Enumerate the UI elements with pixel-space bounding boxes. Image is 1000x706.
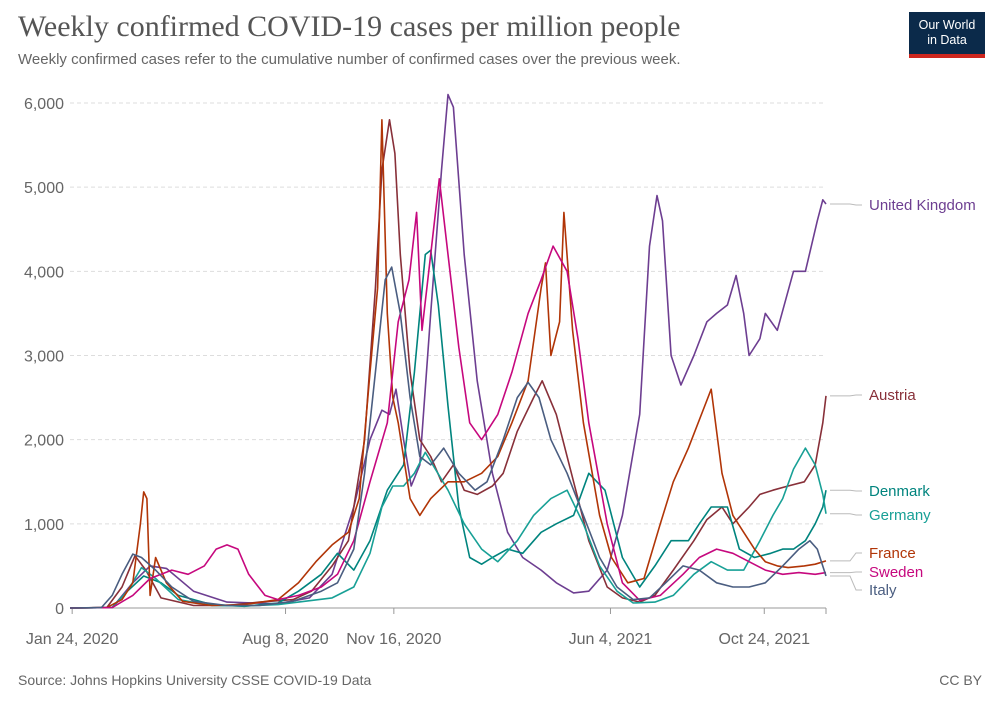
y-tick-label: 0 (55, 601, 64, 618)
series-label-germany[interactable]: Germany (869, 507, 931, 524)
label-leader-sweden (830, 571, 862, 574)
x-tick-label: Nov 16, 2020 (346, 631, 441, 648)
x-tick-label: Oct 24, 2021 (718, 631, 810, 648)
series-label-france[interactable]: France (869, 545, 916, 562)
gridlines (70, 102, 826, 609)
y-tick-label: 5,000 (24, 180, 64, 197)
label-leader-france (830, 552, 862, 562)
y-tick-label: 4,000 (24, 264, 64, 281)
x-tick-label: Jun 4, 2021 (569, 631, 653, 648)
y-tick-label: 2,000 (24, 433, 64, 450)
license-link[interactable]: CC BY (939, 672, 982, 688)
source-note: Source: Johns Hopkins University CSSE CO… (18, 672, 372, 688)
y-tick-label: 3,000 (24, 349, 64, 366)
owid-logo[interactable]: Our World in Data (909, 12, 985, 58)
label-leader-italy (830, 575, 862, 591)
label-leader-denmark (830, 489, 862, 492)
series-line-italy[interactable] (69, 266, 827, 609)
x-axis: Jan 24, 2020 Aug 8, 2020 Nov 16, 2020 Jun 4… (26, 608, 827, 648)
series-line-sweden[interactable] (69, 178, 827, 609)
label-leader-united-kingdom (830, 203, 862, 206)
series-label-austria[interactable]: Austria (869, 387, 916, 404)
label-leader-germany (830, 513, 862, 516)
label-leader-austria (830, 394, 862, 397)
series-label-denmark[interactable]: Denmark (869, 483, 930, 500)
chart-title: Weekly confirmed COVID-19 cases per mill… (18, 10, 681, 43)
series-line-united-kingdom[interactable] (69, 93, 827, 609)
series-line-denmark[interactable] (69, 249, 827, 609)
series-label-sweden[interactable]: Sweden (869, 564, 923, 581)
series-label-italy[interactable]: Italy (869, 582, 897, 599)
y-tick-label: 1,000 (24, 517, 64, 534)
x-tick-label: Jan 24, 2020 (26, 631, 119, 648)
logo-accent-bar (909, 54, 985, 58)
y-axis-ticks: 0 1,000 2,000 3,000 4,000 5,000 6,000 (24, 96, 64, 618)
series-labels: United Kingdom Austria Denmark Germany Franc… (830, 197, 976, 599)
series-line-austria[interactable] (69, 119, 827, 609)
series-lines (69, 93, 827, 609)
y-tick-label: 6,000 (24, 96, 64, 113)
x-tick-label: Aug 8, 2020 (242, 631, 328, 648)
series-line-france[interactable] (69, 119, 827, 609)
logo-text-line2: in Data (927, 33, 967, 47)
logo-text-line1: Our World (918, 18, 976, 32)
chart-subtitle: Weekly confirmed cases refer to the cumu… (18, 51, 681, 68)
series-label-united-kingdom[interactable]: United Kingdom (869, 197, 976, 214)
